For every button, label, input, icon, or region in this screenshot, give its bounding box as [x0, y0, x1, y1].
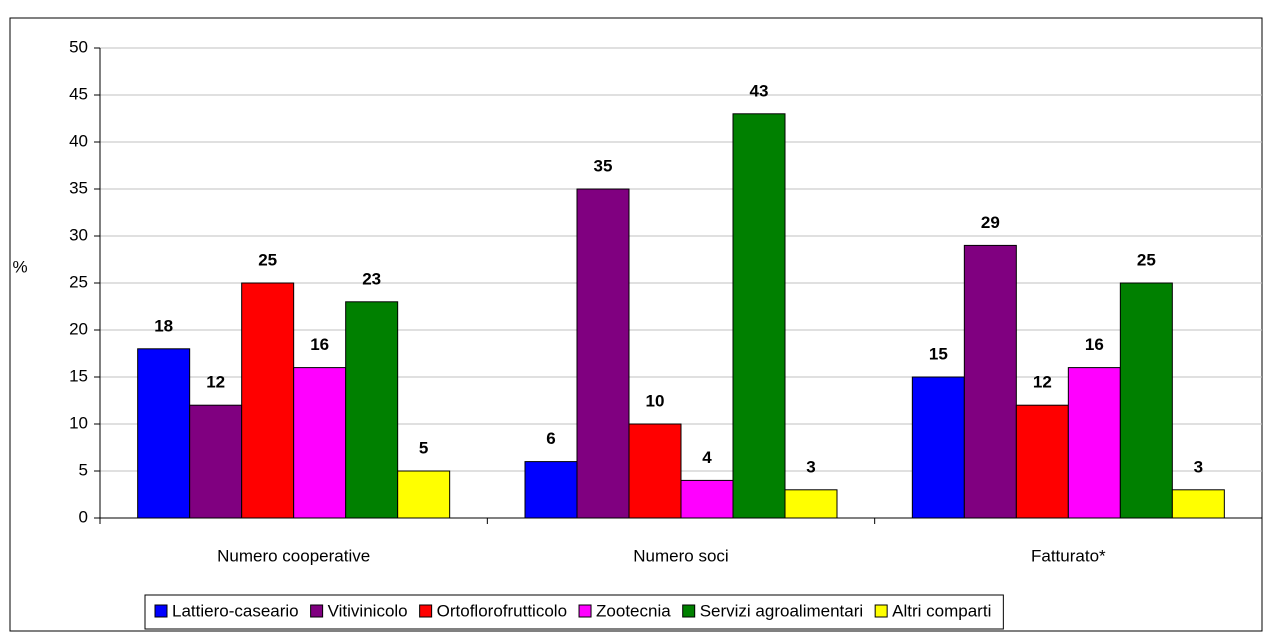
- bar: [576, 188, 630, 519]
- legend-swatch: [154, 604, 168, 618]
- value-label: 29: [981, 213, 1000, 232]
- legend-swatch: [419, 604, 433, 618]
- y-tick-label: 0: [79, 507, 88, 526]
- value-label: 12: [1033, 373, 1052, 392]
- y-axis-label: %: [12, 257, 27, 276]
- x-tick-label: Fatturato*: [1031, 546, 1106, 565]
- legend-swatch: [874, 604, 888, 618]
- legend-label: Vitivinicolo: [328, 601, 408, 620]
- chart-frame: [9, 17, 1263, 632]
- y-tick-label: 50: [69, 37, 88, 56]
- value-label: 10: [646, 391, 665, 410]
- bar: [1067, 367, 1121, 519]
- bar: [1015, 404, 1069, 519]
- value-label: 43: [750, 81, 769, 100]
- bar: [397, 470, 451, 519]
- legend-label: Ortoflorofrutticolo: [437, 601, 567, 620]
- value-label: 35: [594, 156, 613, 175]
- value-label: 15: [929, 344, 948, 363]
- value-label: 6: [546, 429, 555, 448]
- x-tick-label: Numero cooperative: [217, 546, 370, 565]
- value-label: 3: [1194, 457, 1203, 476]
- legend-swatch: [578, 604, 592, 618]
- y-tick-label: 20: [69, 319, 88, 338]
- value-label: 4: [702, 448, 712, 467]
- y-tick-label: 25: [69, 272, 88, 291]
- y-tick-label: 15: [69, 366, 88, 385]
- bar: [293, 367, 347, 519]
- value-label: 16: [1085, 335, 1104, 354]
- legend-label: Servizi agroalimentari: [700, 601, 863, 620]
- bar: [241, 282, 295, 519]
- value-label: 16: [310, 335, 329, 354]
- y-tick-label: 45: [69, 84, 88, 103]
- value-label: 5: [419, 438, 428, 457]
- bar: [628, 423, 682, 519]
- bar: [137, 348, 191, 519]
- value-label: 25: [1137, 250, 1156, 269]
- value-label: 18: [154, 316, 173, 335]
- bar: [1119, 282, 1173, 519]
- bar: [732, 113, 786, 519]
- legend-label: Lattiero-caseario: [172, 601, 299, 620]
- y-tick-label: 40: [69, 131, 88, 150]
- value-label: 25: [258, 250, 277, 269]
- value-label: 12: [206, 373, 225, 392]
- legend-swatch: [310, 604, 324, 618]
- legend: [144, 594, 1004, 630]
- bar: [680, 479, 734, 519]
- bar: [524, 461, 578, 519]
- bar: [963, 244, 1017, 519]
- y-tick-label: 5: [79, 460, 88, 479]
- legend-swatch: [682, 604, 696, 618]
- bar: [784, 489, 838, 519]
- x-tick-label: Numero soci: [633, 546, 728, 565]
- bar: [911, 376, 965, 519]
- value-label: 23: [362, 269, 381, 288]
- y-tick-label: 35: [69, 178, 88, 197]
- bar: [1171, 489, 1225, 519]
- bar: [345, 301, 399, 519]
- legend-label: Zootecnia: [596, 601, 671, 620]
- y-tick-label: 30: [69, 225, 88, 244]
- legend-label: Altri comparti: [892, 601, 991, 620]
- value-label: 3: [806, 457, 815, 476]
- y-tick-label: 10: [69, 413, 88, 432]
- bar: [189, 404, 243, 519]
